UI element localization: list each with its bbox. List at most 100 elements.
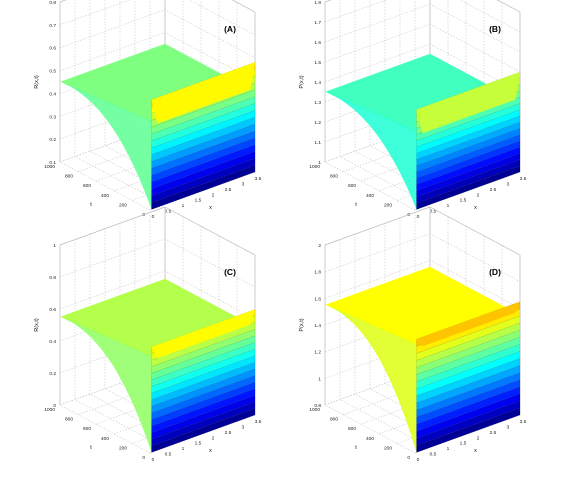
surface-patch xyxy=(60,43,175,87)
surface-plot-c: 0 0.2 0.4 0.6 0.8 1 0 0.5 1 1.5 2 2.5 3 3.5 0 200 400 600… xyxy=(34,206,262,463)
z-tick-label: 1.3 xyxy=(314,100,321,106)
x-tick-label: 2.5 xyxy=(225,430,232,436)
y-tick-label: 1000 xyxy=(309,164,320,170)
z-tick-label: 0.5 xyxy=(49,69,56,75)
x-tick-label: 0 xyxy=(417,214,420,220)
z-tick-label: 1.8 xyxy=(314,0,321,6)
z-tick-label: 1.6 xyxy=(314,296,321,302)
x-axis-label: x xyxy=(474,448,477,454)
x-axis-label: x xyxy=(209,448,212,454)
grid-line xyxy=(324,0,521,33)
surface-patch xyxy=(325,53,440,97)
z-tick-label: 1.7 xyxy=(314,20,321,26)
y-tick-label: 600 xyxy=(348,183,356,189)
surface-patch xyxy=(416,72,520,134)
y-tick-label: 800 xyxy=(65,174,73,180)
axis-box-edge xyxy=(59,0,67,3)
x-tick-label: 3.5 xyxy=(520,419,527,425)
grid-line xyxy=(59,0,256,13)
z-tick-label: 1 xyxy=(53,243,56,249)
surface-patch xyxy=(151,62,255,124)
y-tick-label: 0 xyxy=(407,455,410,461)
tick-labels: 0.1 0.2 0.3 0.4 0.5 0.6 0.7 0.8 0 0.5 1 1.5 2 2.5 3 3.5… xyxy=(44,0,261,220)
z-tick-label: 1.1 xyxy=(314,140,321,146)
y-tick-label: 1000 xyxy=(44,407,55,413)
x-tick-label: 2 xyxy=(477,192,480,198)
grid-line xyxy=(59,206,256,256)
axis-box-edge xyxy=(59,206,166,246)
grid-line xyxy=(59,0,256,36)
surface-plot-b: 1 1.1 1.2 1.3 1.4 1.5 1.6 1.7 1.8 0 0.5 1 1.5 2 2.5 3 3.… xyxy=(299,0,527,220)
x-tick-label: 1.5 xyxy=(460,198,467,204)
z-tick-label: 0 xyxy=(53,403,56,409)
surface-patch xyxy=(151,309,255,359)
y-tick-label: 200 xyxy=(384,445,392,451)
y-tick-label: 800 xyxy=(65,417,73,423)
x-tick-label: 2.5 xyxy=(490,187,497,193)
z-tick-label: 1.4 xyxy=(314,80,321,86)
axis-box-edge xyxy=(231,0,256,13)
z-tick-label: 0.6 xyxy=(49,307,56,313)
y-axis-label: t xyxy=(90,445,92,451)
surface-patch xyxy=(416,301,520,347)
z-tick-label: 0.3 xyxy=(49,114,56,120)
y-tick-label: 600 xyxy=(83,426,91,432)
y-axis-label: t xyxy=(355,445,357,451)
x-tick-label: 0 xyxy=(152,214,155,220)
surface xyxy=(325,53,521,210)
surface-dip xyxy=(326,304,427,453)
y-tick-label: 200 xyxy=(119,202,127,208)
x-tick-label: 2.5 xyxy=(225,187,232,193)
surface-patch xyxy=(60,278,175,322)
x-axis-label: x xyxy=(209,205,212,211)
z-tick-label: 0.4 xyxy=(49,91,56,97)
x-tick-label: 3 xyxy=(507,424,510,430)
y-tick-label: 400 xyxy=(101,436,109,442)
y-tick-label: 400 xyxy=(366,193,374,199)
grid-line xyxy=(324,0,521,13)
surface xyxy=(325,266,521,453)
x-tick-label: 1.5 xyxy=(195,441,202,447)
z-axis-label: P(x,t) xyxy=(299,318,305,331)
z-axis-label: R(x,t) xyxy=(34,75,40,89)
y-tick-label: 800 xyxy=(330,174,338,180)
y-tick-label: 800 xyxy=(330,417,338,423)
z-tick-label: 0.8 xyxy=(49,275,56,281)
x-tick-label: 3.5 xyxy=(255,419,262,425)
x-tick-label: 2 xyxy=(212,192,215,198)
x-tick-label: 1.5 xyxy=(195,198,202,204)
x-tick-label: 2 xyxy=(212,435,215,441)
axis-box-edge xyxy=(429,206,521,256)
surface xyxy=(60,43,256,210)
x-tick-label: 0.5 xyxy=(430,209,437,215)
x-tick-label: 3 xyxy=(242,181,245,187)
x-tick-label: 2 xyxy=(477,435,480,441)
surface xyxy=(60,278,256,453)
y-tick-label: 0 xyxy=(142,455,145,461)
x-tick-label: 3 xyxy=(507,181,510,187)
y-axis-label: t xyxy=(90,202,92,208)
y-tick-label: 600 xyxy=(348,426,356,432)
z-tick-label: 1.8 xyxy=(314,270,321,276)
x-tick-label: 1 xyxy=(182,446,185,452)
tick-labels: 0 0.2 0.4 0.6 0.8 1 0 0.5 1 1.5 2 2.5 3 3.5 0 200 400 600… xyxy=(44,243,261,463)
y-tick-label: 600 xyxy=(83,183,91,189)
x-tick-label: 2.5 xyxy=(490,430,497,436)
y-tick-label: 1000 xyxy=(44,164,55,170)
x-tick-label: 0 xyxy=(417,457,420,463)
x-tick-label: 1 xyxy=(447,203,450,209)
z-tick-label: 1.2 xyxy=(314,120,321,126)
y-tick-label: 400 xyxy=(101,193,109,199)
axis-box-edge xyxy=(164,206,256,256)
y-tick-label: 200 xyxy=(119,445,127,451)
x-tick-label: 1.5 xyxy=(460,441,467,447)
panel-label: (A) xyxy=(224,24,236,34)
surface-plot-a: 0.1 0.2 0.3 0.4 0.5 0.6 0.7 0.8 0 0.5 1 1.5 2 2.5 3 3.5… xyxy=(34,0,262,220)
z-tick-label: 0.8 xyxy=(49,0,56,6)
y-tick-label: 200 xyxy=(384,202,392,208)
axis-box-edge xyxy=(324,0,332,3)
surface-dip xyxy=(61,316,162,453)
z-tick-label: 1.6 xyxy=(314,40,321,46)
z-tick-label: 1.2 xyxy=(314,350,321,356)
axis-box-edge xyxy=(496,0,521,13)
